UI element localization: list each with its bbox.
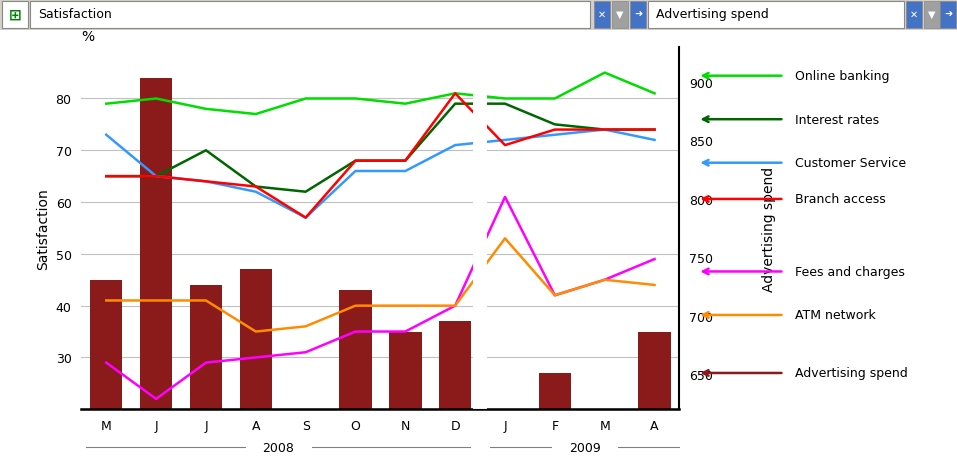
Bar <box>630 2 646 29</box>
Bar <box>539 373 571 476</box>
Text: ✕: ✕ <box>910 10 918 20</box>
Bar <box>389 332 421 476</box>
FancyBboxPatch shape <box>30 2 590 29</box>
Bar <box>2 1 28 30</box>
Bar <box>906 2 922 29</box>
Text: 2008: 2008 <box>262 441 294 454</box>
Text: Online banking: Online banking <box>795 70 889 83</box>
Text: ▼: ▼ <box>616 10 624 20</box>
Bar <box>340 290 371 476</box>
Text: ⊞: ⊞ <box>9 7 21 22</box>
Y-axis label: Satisfaction: Satisfaction <box>36 188 50 269</box>
Bar <box>189 285 222 476</box>
Bar <box>638 332 671 476</box>
Text: ATM network: ATM network <box>795 309 876 322</box>
Text: Interest rates: Interest rates <box>795 113 879 127</box>
Text: ➜: ➜ <box>634 10 642 20</box>
Bar <box>140 79 172 476</box>
Text: %: % <box>81 30 95 44</box>
FancyBboxPatch shape <box>648 2 904 29</box>
Text: ➜: ➜ <box>944 10 952 20</box>
Text: Advertising spend: Advertising spend <box>656 9 768 21</box>
Text: Advertising spend: Advertising spend <box>795 367 907 380</box>
Text: Branch access: Branch access <box>795 193 885 206</box>
Text: ▼: ▼ <box>928 10 936 20</box>
Bar <box>439 321 472 476</box>
Bar <box>924 2 940 29</box>
Y-axis label: Advertising spend: Advertising spend <box>762 166 776 291</box>
Text: ✕: ✕ <box>598 10 606 20</box>
Text: Fees and charges: Fees and charges <box>795 266 904 278</box>
Bar <box>594 2 610 29</box>
Text: Satisfaction: Satisfaction <box>38 9 112 21</box>
Bar <box>940 2 956 29</box>
Bar <box>612 2 628 29</box>
Bar <box>90 280 122 476</box>
Text: Customer Service: Customer Service <box>795 157 906 170</box>
Text: 2009: 2009 <box>568 441 601 454</box>
Bar <box>239 270 272 476</box>
